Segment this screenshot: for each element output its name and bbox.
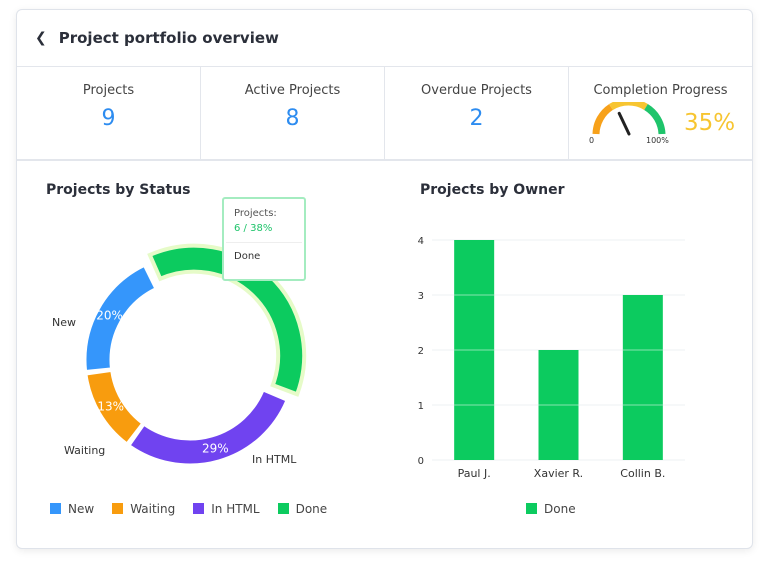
header: ❮ Project portfolio overview — [17, 10, 752, 67]
kpi-row: Projects 9 Active Projects 8 Overdue Proje… — [17, 67, 752, 161]
donut-slice-waiting[interactable] — [86, 370, 143, 444]
owner-legend: Done — [526, 502, 576, 516]
legend-new[interactable]: New — [50, 502, 94, 516]
gauge-max-label: 100% — [646, 136, 669, 144]
donut-slice-label: 13% — [97, 400, 124, 414]
label-in-html: In HTML — [252, 453, 297, 466]
gauge-mid-arc — [609, 102, 648, 111]
tooltip-category: Done — [234, 251, 261, 262]
kpi-value: 9 — [101, 106, 116, 131]
kpi-overdue-projects: Overdue Projects 2 — [385, 67, 569, 159]
progress-value: 35% — [683, 110, 736, 136]
gauge-needle — [617, 111, 631, 136]
gauge-low-arc — [592, 104, 614, 135]
kpi-value: 8 — [285, 106, 300, 131]
legend-in-html[interactable]: In HTML — [193, 502, 260, 516]
gauge-high-arc — [643, 103, 666, 135]
legend-done[interactable]: Done — [277, 502, 327, 516]
kpi-label: Active Projects — [244, 83, 341, 98]
kpi-label: Projects — [82, 83, 135, 98]
kpi-completion-progress: Completion Progress 0 100% 35% — [569, 67, 752, 159]
gauge-min-label: 0 — [589, 136, 594, 144]
tooltip-value: 6 / 38% — [234, 223, 273, 234]
gauge: 0 100% — [589, 102, 669, 144]
kpi-label: Completion Progress — [593, 83, 728, 98]
kpi-label: Overdue Projects — [421, 83, 532, 98]
legend-waiting[interactable]: Waiting — [112, 502, 175, 516]
kpi-value: 2 — [469, 106, 484, 131]
tooltip-label: Projects: — [234, 208, 277, 219]
label-new: New — [52, 316, 76, 329]
donut-slice-label: 20% — [96, 308, 123, 322]
donut-tooltip: Projects: 6 / 38% Done — [222, 197, 306, 281]
kpi-projects: Projects 9 — [17, 67, 201, 159]
page-title: Project portfolio overview — [58, 29, 279, 47]
kpi-active-projects: Active Projects 8 — [201, 67, 385, 159]
status-legend: New Waiting In HTML Done — [50, 502, 327, 516]
donut-slice-in-html[interactable] — [129, 390, 287, 465]
chevron-left-icon[interactable]: ❮ — [35, 30, 47, 46]
owner-chart-title: Projects by Owner — [420, 182, 565, 198]
legend-done[interactable]: Done — [526, 502, 576, 516]
label-waiting: Waiting — [64, 444, 106, 457]
donut-slice-new[interactable] — [85, 266, 156, 371]
status-chart-title: Projects by Status — [46, 182, 191, 198]
donut-slice-label: 29% — [202, 441, 229, 455]
